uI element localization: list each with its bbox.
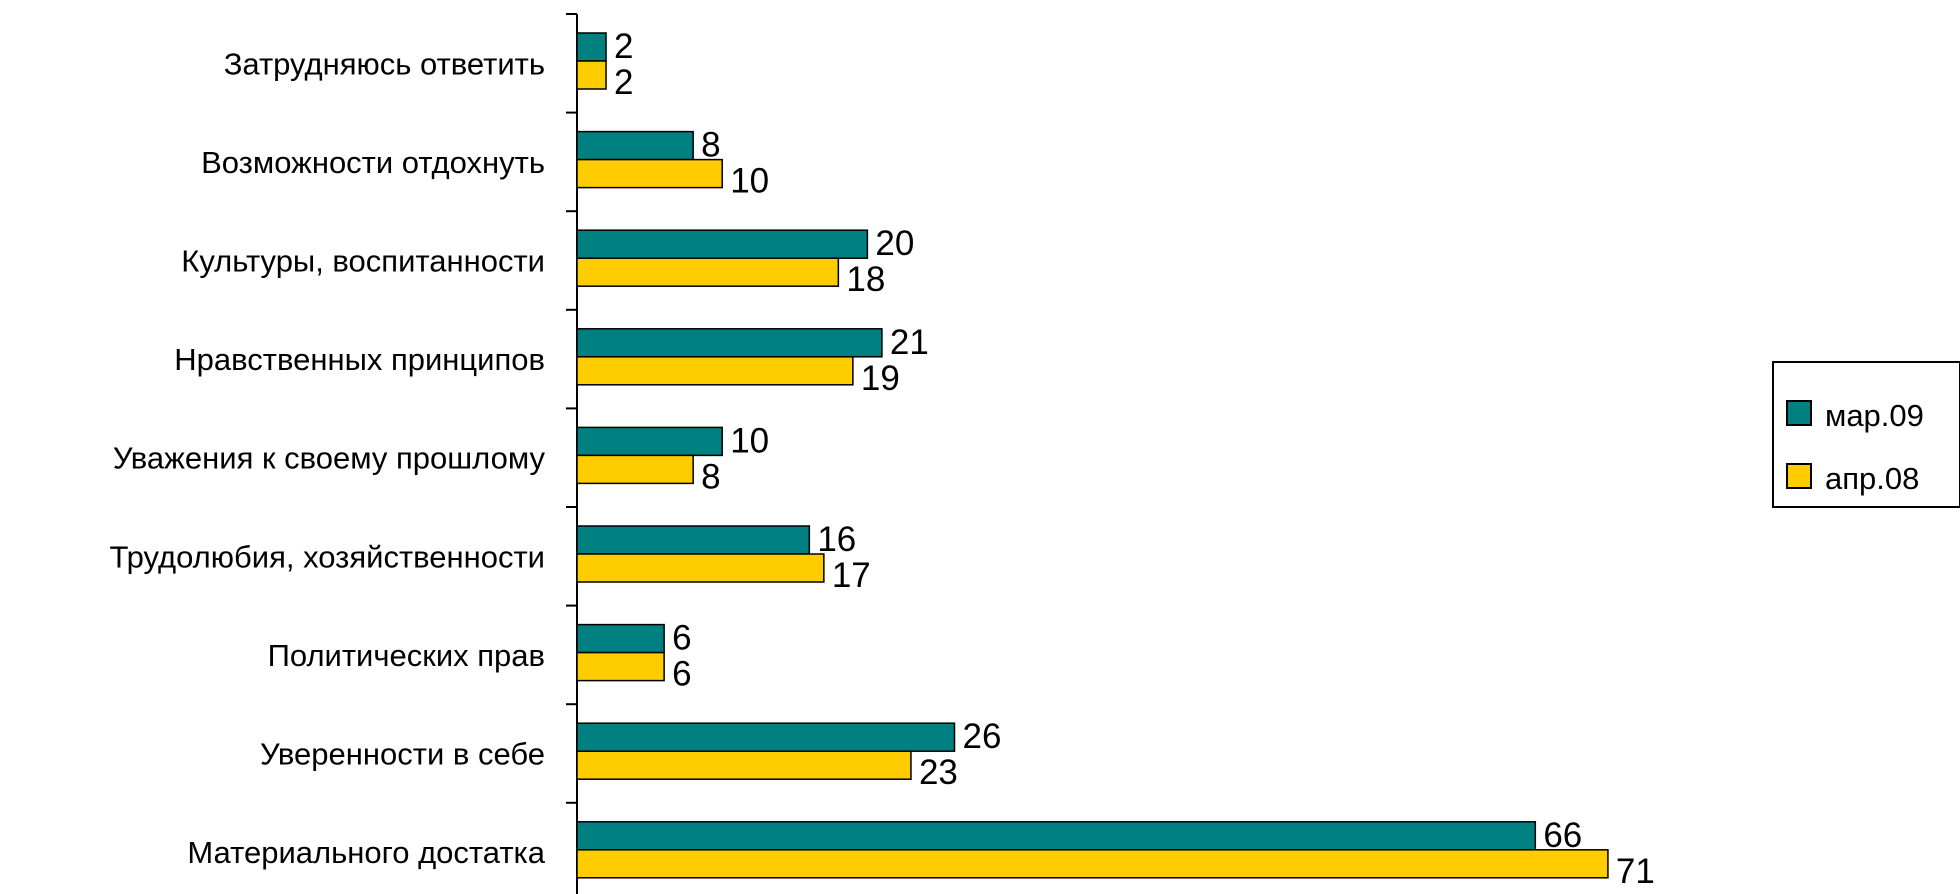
data-label: 8 [701, 457, 720, 496]
data-label: 20 [875, 224, 914, 263]
data-label: 21 [890, 323, 929, 362]
legend-label: мар.09 [1825, 398, 1924, 433]
bar [576, 722, 956, 752]
bar [576, 454, 694, 485]
bar [576, 821, 1537, 851]
data-label: 71 [1616, 852, 1655, 891]
data-label: 23 [919, 753, 958, 792]
data-label: 10 [730, 162, 769, 201]
legend-label: апр.08 [1825, 461, 1919, 496]
category-label: Нравственных принципов [174, 342, 545, 377]
data-label: 19 [861, 359, 900, 398]
data-label: 26 [963, 717, 1002, 756]
bar [576, 553, 825, 583]
bar [576, 328, 883, 358]
category-label: Возможности отдохнуть [201, 145, 545, 180]
bar [576, 750, 912, 780]
bar [576, 623, 665, 654]
category-label: Политических прав [268, 638, 545, 673]
data-label: 2 [614, 63, 633, 102]
data-label: 16 [817, 520, 856, 559]
bar [576, 229, 869, 259]
bar [576, 257, 840, 287]
bar [576, 130, 694, 161]
data-label: 66 [1543, 816, 1582, 855]
legend-swatch [1786, 400, 1812, 426]
category-label: Культуры, воспитанности [181, 244, 545, 279]
bar [576, 356, 854, 386]
bar [576, 158, 723, 189]
legend-swatch [1786, 463, 1812, 489]
bar [576, 651, 665, 682]
category-label: Уверенности в себе [260, 737, 545, 772]
data-label: 6 [672, 655, 691, 694]
bar [576, 525, 811, 555]
category-label: Уважения к своему прошлому [113, 441, 546, 476]
data-label: 8 [701, 126, 720, 165]
data-label: 17 [832, 556, 871, 595]
data-label: 2 [614, 27, 633, 66]
data-label: 10 [730, 421, 769, 460]
legend: мар.09 апр.08 [1772, 361, 1960, 508]
category-label: Трудолюбия, хозяйственности [109, 539, 545, 574]
bar [576, 32, 607, 62]
bar [576, 849, 1609, 879]
plot-area: Затрудняюсь ответить 22 Возможности отдохн… [109, 13, 1655, 894]
category-label: Материального достатка [187, 835, 545, 870]
bar [576, 426, 723, 457]
legend-box [1772, 361, 1960, 508]
bar [576, 60, 607, 90]
data-label: 6 [672, 619, 691, 658]
category-label: Затрудняюсь ответить [224, 46, 545, 81]
data-label: 18 [846, 260, 885, 299]
